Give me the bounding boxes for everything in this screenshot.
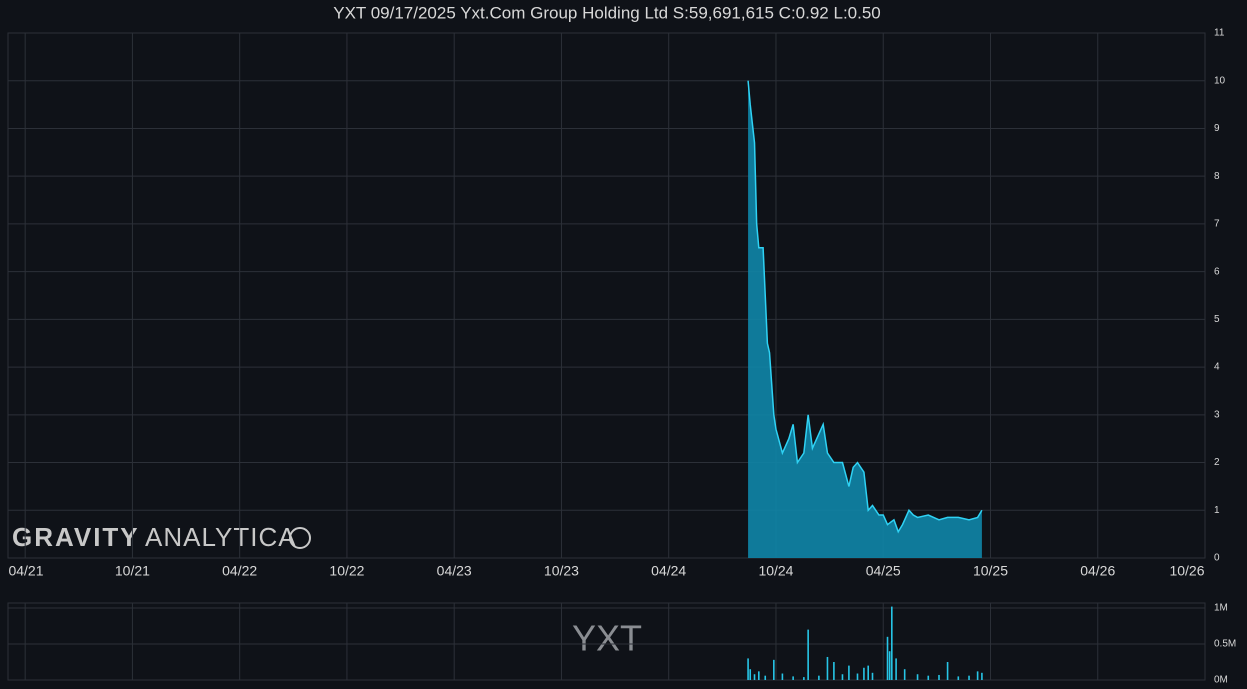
- x-tick-label: 10/25: [973, 563, 1008, 579]
- y-tick-label: 0: [1214, 553, 1220, 564]
- logo-light: ANALYTICA: [145, 522, 297, 552]
- volume-bar: [749, 669, 752, 680]
- x-tick-label: 04/23: [437, 563, 472, 579]
- volume-bar: [848, 665, 850, 680]
- volume-bar: [833, 662, 835, 680]
- volume-bar: [781, 673, 784, 680]
- x-tick-label: 10/21: [115, 563, 150, 579]
- x-tick-label: 10/24: [758, 563, 793, 579]
- volume-bar: [747, 658, 749, 680]
- x-tick-label: 04/22: [222, 563, 257, 579]
- volume-bar: [753, 674, 756, 680]
- volume-bar: [758, 671, 760, 680]
- volume-bar: [946, 662, 949, 680]
- volume-bar: [856, 673, 859, 680]
- logo-icon: [289, 527, 311, 549]
- volume-bar: [764, 675, 767, 680]
- volume-bar: [886, 636, 889, 680]
- volume-bar: [792, 676, 794, 680]
- volume-bar: [818, 675, 820, 680]
- volume-bar: [976, 671, 979, 680]
- volume-bar: [895, 658, 897, 680]
- y-tick-label: 3: [1214, 409, 1220, 420]
- y-tick-label: 0.5M: [1214, 639, 1236, 650]
- logo-bold: GRAVITY: [12, 522, 140, 552]
- volume-bar: [891, 606, 893, 680]
- volume-bar: [867, 665, 870, 680]
- volume-bar: [938, 674, 940, 680]
- y-tick-label: 4: [1214, 362, 1220, 373]
- y-tick-label: 7: [1214, 219, 1220, 230]
- volume-bar: [803, 677, 805, 680]
- volume-bar: [871, 672, 874, 680]
- x-tick-label: 10/23: [544, 563, 579, 579]
- y-tick-label: 6: [1214, 266, 1220, 277]
- x-tick-label: 10/22: [329, 563, 364, 579]
- chart-title: YXT 09/17/2025 Yxt.Com Group Holding Ltd…: [333, 3, 881, 22]
- volume-bar: [807, 629, 809, 680]
- y-tick-label: 1: [1214, 505, 1220, 516]
- volume-bar: [863, 667, 865, 680]
- price-line: [747, 80, 983, 534]
- y-tick-label: 5: [1214, 314, 1220, 325]
- volume-bar: [957, 676, 960, 680]
- x-tick-label: 04/26: [1080, 563, 1115, 579]
- y-tick-label: 2: [1214, 457, 1220, 468]
- volume-bar: [773, 659, 775, 680]
- volume-bar: [888, 651, 891, 680]
- x-tick-label: 04/21: [8, 563, 43, 579]
- y-tick-label: 0M: [1214, 675, 1228, 686]
- volume-bar: [916, 674, 919, 680]
- x-tick-label: 04/25: [866, 563, 901, 579]
- x-tick-label: 10/26: [1169, 563, 1204, 579]
- volume-bar: [927, 675, 930, 680]
- volume-bar: [981, 672, 983, 680]
- volume-bar: [826, 656, 829, 680]
- y-tick-label: 11: [1214, 28, 1225, 39]
- volume-bar: [968, 675, 970, 680]
- volume-bar: [841, 674, 844, 680]
- y-tick-label: 10: [1214, 75, 1226, 86]
- watermark: YXT: [572, 618, 642, 659]
- y-tick-label: 1M: [1214, 603, 1228, 614]
- area-fill: [748, 80, 982, 559]
- x-tick-label: 04/24: [651, 563, 686, 579]
- volume-bar: [903, 669, 906, 680]
- y-tick-label: 9: [1214, 123, 1220, 134]
- y-tick-label: 8: [1214, 171, 1220, 182]
